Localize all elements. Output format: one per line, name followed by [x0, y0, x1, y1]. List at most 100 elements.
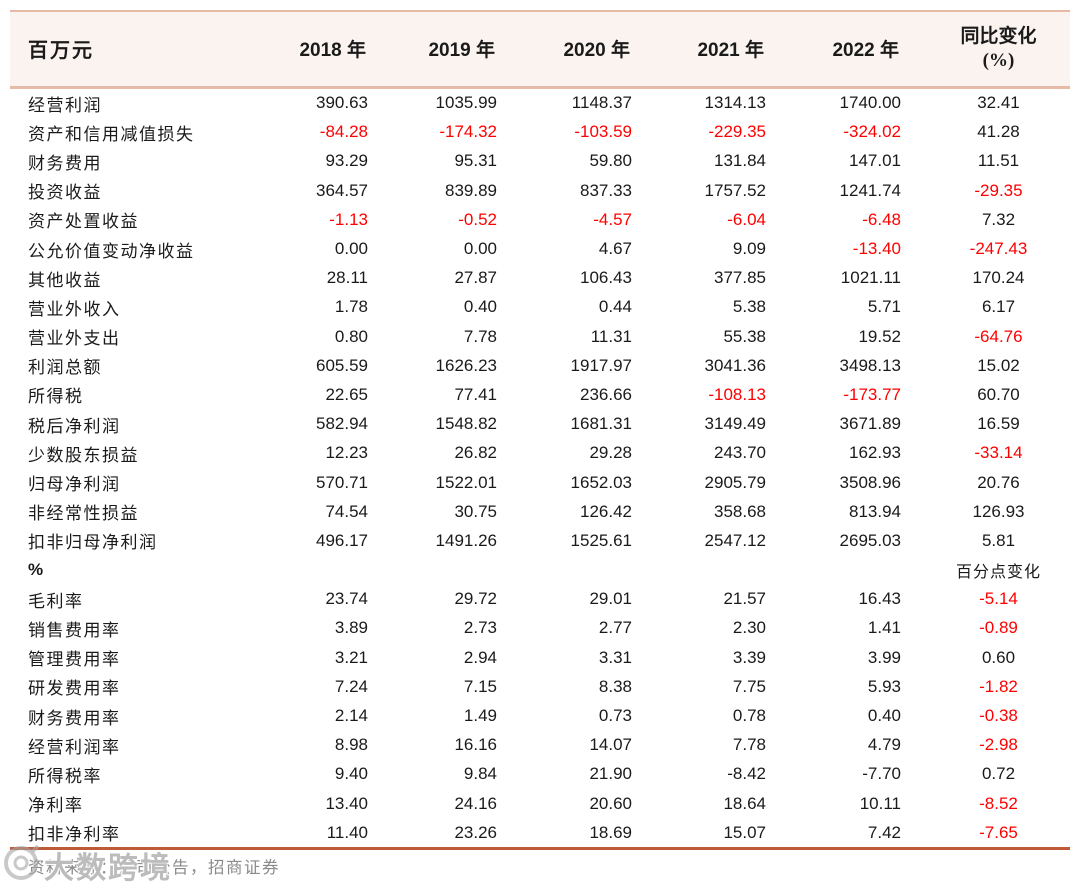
- value-cell: 4.67: [598, 239, 632, 259]
- value-cell: -103.59: [574, 122, 632, 142]
- row-label: 非经常性损益: [28, 504, 139, 524]
- value-cell: 16.43: [858, 589, 901, 609]
- yoy-cell: 170.24: [972, 268, 1025, 288]
- value-cell: [497, 556, 632, 585]
- value-cell: 30.75: [454, 501, 497, 521]
- value-cell: 1.49: [463, 706, 497, 726]
- value-cell: 2.30: [732, 618, 766, 638]
- value-cell: 1241.74: [839, 180, 901, 200]
- unit-header-cell: 百万元: [10, 10, 255, 89]
- row-label: 财务费用: [28, 153, 102, 173]
- value-cell: 3.39: [732, 647, 766, 667]
- row-label: 资产处置收益: [28, 212, 139, 232]
- value-cell: 13.40: [325, 793, 368, 813]
- row-label: 税后净利润: [28, 416, 121, 436]
- year-header-2022: 2022 年: [766, 10, 901, 89]
- value-cell: -1.13: [329, 209, 368, 229]
- value-cell: 7.78: [732, 735, 766, 755]
- value-cell: 5.38: [732, 297, 766, 317]
- table-header: 百万元 2018 年 2019 年 2020 年 2021 年 2022 年 同…: [10, 10, 1070, 89]
- yoy-cell: -8.52: [979, 793, 1018, 813]
- value-cell: 1626.23: [435, 355, 497, 375]
- yoy-cell: -247.43: [969, 239, 1028, 259]
- row-label: 销售费用率: [28, 620, 121, 640]
- value-cell: [255, 556, 368, 585]
- yoy-header-line2: (%): [982, 49, 1015, 71]
- table-row: 资产和信用减值损失 -84.28 -174.32 -103.59 -229.35 -324…: [10, 118, 1070, 147]
- value-cell: 1491.26: [435, 530, 497, 550]
- yoy-cell: 5.81: [981, 530, 1016, 550]
- value-cell: 147.01: [849, 151, 901, 171]
- value-cell: 2.73: [463, 618, 497, 638]
- value-cell: 7.24: [334, 676, 368, 696]
- value-cell: 2695.03: [839, 530, 901, 550]
- year-header-2018: 2018 年: [255, 10, 368, 89]
- yoy-cell: 126.93: [972, 501, 1025, 521]
- value-cell: 0.73: [598, 706, 632, 726]
- value-cell: 9.09: [732, 239, 766, 259]
- value-cell: 582.94: [316, 414, 368, 434]
- value-cell: 5.93: [867, 676, 901, 696]
- value-cell: 7.75: [732, 676, 766, 696]
- value-cell: 0.78: [732, 706, 766, 726]
- value-cell: 837.33: [580, 180, 632, 200]
- yoy-cell: 0.60: [981, 647, 1016, 667]
- section-divider-row: % 百分点变化: [10, 556, 1070, 585]
- value-cell: -229.35: [708, 122, 766, 142]
- value-cell: 0.40: [463, 297, 497, 317]
- value-cell: 243.70: [714, 443, 766, 463]
- value-cell: 11.31: [590, 326, 632, 346]
- row-label: %: [28, 560, 44, 580]
- row-label: 公允价值变动净收益: [28, 241, 195, 261]
- table-row: 经营利润 390.63 1035.99 1148.37 1314.13 1740.00 32…: [10, 87, 1070, 118]
- value-cell: 2.14: [334, 706, 368, 726]
- value-cell: 29.01: [589, 589, 632, 609]
- value-cell: 1.78: [334, 297, 368, 317]
- value-cell: 358.68: [714, 501, 766, 521]
- yoy-cell: 0.72: [981, 764, 1016, 784]
- value-cell: 0.00: [463, 239, 497, 259]
- value-cell: 2905.79: [704, 472, 766, 492]
- value-cell: -0.52: [458, 209, 497, 229]
- value-cell: 3041.36: [704, 355, 766, 375]
- value-cell: 0.40: [867, 706, 901, 726]
- value-cell: 59.80: [589, 151, 632, 171]
- value-cell: [368, 556, 497, 585]
- value-cell: 1148.37: [571, 93, 632, 113]
- table-row: 营业外收入 1.78 0.40 0.44 5.38 5.71 6.17: [10, 293, 1070, 322]
- value-cell: 3508.96: [839, 472, 901, 492]
- value-cell: 813.94: [849, 501, 901, 521]
- value-cell: 570.71: [316, 472, 368, 492]
- value-cell: 16.16: [454, 735, 497, 755]
- table-row: 所得税 22.65 77.41 236.66 -108.13 -173.77 60.70: [10, 380, 1070, 409]
- value-cell: 8.38: [598, 676, 632, 696]
- row-label: 资产和信用减值损失: [28, 124, 195, 144]
- value-cell: 11.40: [326, 822, 368, 842]
- table-row: 少数股东损益 12.23 26.82 29.28 243.70 162.93 -33.14: [10, 439, 1070, 468]
- value-cell: 1035.99: [435, 93, 497, 113]
- table-row: 经营利润率 8.98 16.16 14.07 7.78 4.79 -2.98: [10, 731, 1070, 760]
- value-cell: 12.23: [325, 443, 368, 463]
- value-cell: 1522.01: [435, 472, 497, 492]
- header-row: 百万元 2018 年 2019 年 2020 年 2021 年 2022 年 同…: [10, 10, 1070, 89]
- value-cell: -174.32: [439, 122, 497, 142]
- financial-table: 百万元 2018 年 2019 年 2020 年 2021 年 2022 年 同…: [10, 10, 1070, 847]
- value-cell: 95.31: [454, 151, 497, 171]
- value-cell: 1525.61: [570, 530, 632, 550]
- value-cell: 126.42: [580, 501, 632, 521]
- value-cell: -108.13: [708, 384, 766, 404]
- yoy-header-line1: 同比变化: [960, 25, 1037, 47]
- value-cell: 0.00: [334, 239, 368, 259]
- table-row: 税后净利润 582.94 1548.82 1681.31 3149.49 3671.89 1…: [10, 410, 1070, 439]
- value-cell: 7.42: [867, 822, 901, 842]
- yoy-cell: 11.51: [977, 151, 1020, 171]
- yoy-cell: 16.59: [977, 414, 1020, 434]
- table-row: 营业外支出 0.80 7.78 11.31 55.38 19.52 -64.76: [10, 322, 1070, 351]
- row-label: 利润总额: [28, 358, 102, 378]
- value-cell: 390.63: [316, 93, 368, 113]
- table-row: 扣非归母净利润 496.17 1491.26 1525.61 2547.12 2695.0…: [10, 526, 1070, 555]
- yoy-cell: -64.76: [974, 326, 1023, 346]
- table-row: 所得税率 9.40 9.84 21.90 -8.42 -7.70 0.72: [10, 760, 1070, 789]
- value-cell: 29.28: [589, 443, 632, 463]
- value-cell: 20.60: [589, 793, 632, 813]
